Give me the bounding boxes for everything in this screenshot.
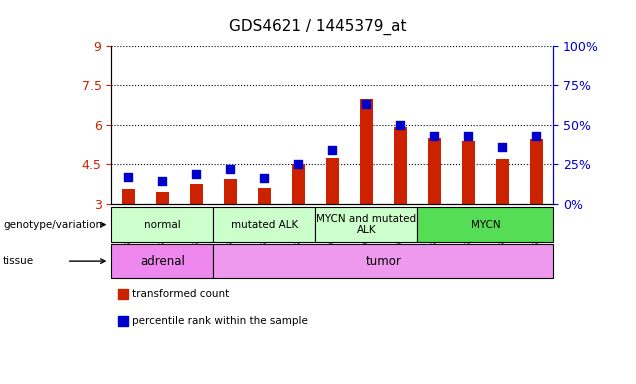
Point: [328, 147, 338, 153]
Point: [259, 175, 270, 181]
Point: [395, 122, 405, 128]
Point: [123, 174, 134, 180]
Bar: [394, 127, 407, 204]
Bar: [495, 159, 509, 204]
Bar: [121, 189, 135, 204]
Point: [293, 161, 303, 167]
Bar: [462, 141, 475, 204]
Text: normal: normal: [144, 220, 181, 230]
Text: mutated ALK: mutated ALK: [231, 220, 298, 230]
Point: [497, 144, 508, 150]
Text: tissue: tissue: [3, 256, 34, 266]
Point: [463, 133, 473, 139]
Text: adrenal: adrenal: [140, 255, 184, 268]
Point: [531, 133, 541, 139]
Bar: [223, 179, 237, 204]
Bar: [326, 157, 339, 204]
Text: percentile rank within the sample: percentile rank within the sample: [132, 316, 308, 326]
Bar: [190, 184, 203, 204]
Text: tumor: tumor: [365, 255, 401, 268]
Bar: [359, 99, 373, 204]
Bar: [530, 139, 543, 204]
Text: MYCN and mutated
ALK: MYCN and mutated ALK: [316, 214, 417, 235]
Bar: [156, 192, 169, 204]
Point: [191, 170, 202, 177]
Point: [429, 133, 439, 139]
Bar: [427, 138, 441, 204]
Point: [225, 166, 235, 172]
Bar: [291, 164, 305, 204]
Text: genotype/variation: genotype/variation: [3, 220, 102, 230]
Point: [361, 101, 371, 108]
Text: GDS4621 / 1445379_at: GDS4621 / 1445379_at: [229, 19, 407, 35]
Point: [157, 179, 167, 185]
Bar: [258, 188, 271, 204]
Text: MYCN: MYCN: [471, 220, 500, 230]
Text: transformed count: transformed count: [132, 289, 229, 299]
